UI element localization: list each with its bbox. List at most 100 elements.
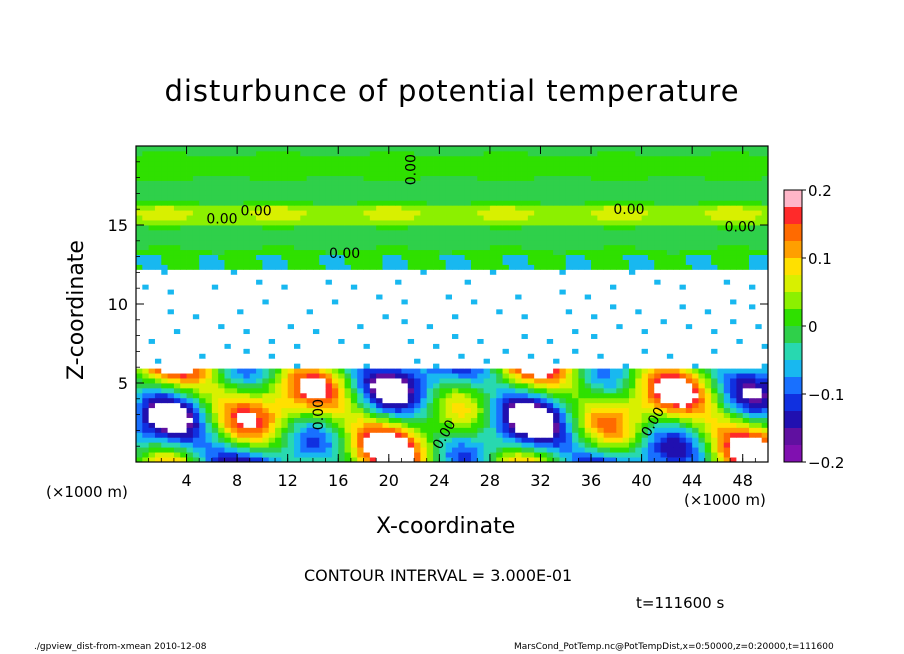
field-cell — [300, 422, 308, 428]
field-cell — [641, 323, 649, 330]
field-cell — [591, 284, 598, 290]
field-cell — [262, 397, 270, 404]
field-cell — [382, 284, 390, 290]
field-cell — [685, 427, 693, 433]
field-cell — [749, 244, 756, 251]
field-cell — [521, 239, 529, 246]
field-cell — [331, 289, 339, 295]
field-cell — [711, 363, 718, 369]
field-cell — [559, 432, 567, 438]
field-cell — [477, 343, 484, 349]
field-cell — [167, 279, 175, 285]
field-cell — [647, 220, 655, 226]
field-cell — [294, 387, 301, 394]
field-cell — [679, 417, 687, 423]
field-cell — [673, 348, 680, 354]
field-cell — [414, 249, 421, 256]
field-cell — [154, 432, 162, 438]
field-cell — [268, 333, 276, 339]
field-cell — [635, 338, 642, 344]
field-cell — [331, 234, 339, 241]
field-cell — [483, 447, 491, 453]
field-cell — [698, 368, 706, 374]
field-cell — [736, 279, 744, 285]
field-cell — [237, 447, 244, 453]
field-cell — [161, 447, 168, 453]
field-cell — [312, 264, 320, 270]
field-cell — [508, 318, 516, 325]
field-cell — [420, 225, 428, 231]
field-cell — [584, 259, 592, 265]
field-cell — [205, 328, 213, 335]
field-cell — [256, 457, 263, 462]
field-cell — [470, 363, 478, 369]
field-cell — [527, 289, 535, 295]
field-cell — [426, 383, 434, 389]
field-cell — [723, 259, 731, 265]
field-cell — [186, 457, 194, 462]
field-cell — [275, 353, 282, 359]
field-cell — [300, 254, 308, 260]
field-cell — [610, 343, 617, 349]
field-cell — [452, 397, 459, 404]
field-cell — [679, 343, 687, 349]
field-cell — [388, 299, 396, 305]
field-cell — [502, 220, 510, 226]
field-cell — [464, 274, 472, 280]
field-cell — [186, 333, 194, 339]
field-cell — [376, 343, 383, 349]
field-cell — [521, 304, 529, 310]
field-cell — [192, 457, 200, 462]
field-cell — [363, 318, 371, 325]
field-cell — [312, 417, 320, 423]
field-cell — [218, 358, 225, 364]
field-cell — [167, 284, 175, 290]
field-cell — [711, 289, 718, 295]
field-cell — [717, 368, 725, 374]
field-cell — [338, 363, 345, 369]
field-cell — [294, 289, 301, 295]
field-cell — [369, 244, 377, 251]
field-cell — [148, 264, 156, 270]
field-cell — [654, 343, 661, 349]
field-cell — [401, 343, 409, 349]
field-cell — [578, 225, 586, 231]
field-cell — [591, 279, 598, 285]
field-cell — [218, 457, 225, 462]
field-cell — [534, 225, 541, 231]
field-cell — [730, 284, 737, 290]
field-cell — [433, 368, 440, 374]
field-cell — [325, 234, 333, 241]
field-cell — [439, 432, 447, 438]
field-cell — [407, 244, 415, 251]
field-cell — [723, 417, 731, 423]
field-cell — [502, 259, 510, 265]
field-cell — [597, 333, 605, 339]
field-cell — [148, 447, 156, 453]
field-cell — [312, 304, 320, 310]
field-cell — [470, 249, 478, 256]
field-cell — [584, 457, 592, 462]
field-cell — [761, 378, 768, 384]
field-cell — [357, 249, 364, 256]
field-cell — [635, 284, 642, 290]
field-cell — [616, 328, 624, 335]
field-cell — [610, 397, 617, 404]
field-cell — [508, 229, 516, 236]
field-cell — [186, 284, 194, 290]
field-cell — [647, 274, 655, 280]
field-cell — [527, 304, 535, 310]
field-cell — [382, 387, 390, 394]
field-cell — [654, 220, 661, 226]
field-cell — [287, 299, 295, 305]
field-cell — [363, 249, 371, 256]
field-cell — [502, 323, 510, 330]
field-cell — [401, 318, 409, 325]
field-cell — [369, 363, 377, 369]
field-cell — [268, 422, 276, 428]
field-cell — [591, 373, 598, 379]
field-cell — [704, 363, 712, 369]
field-cell — [641, 452, 649, 458]
field-cell — [622, 422, 630, 428]
field-cell — [230, 452, 238, 458]
